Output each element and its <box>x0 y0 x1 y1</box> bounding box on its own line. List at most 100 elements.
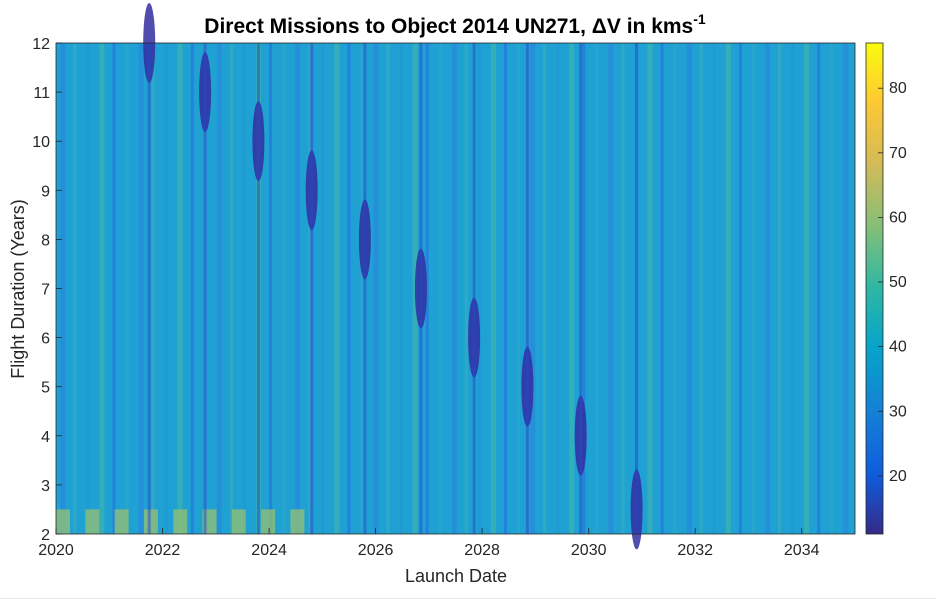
heatmap-band <box>569 43 575 534</box>
y-tick-label: 6 <box>41 331 50 348</box>
heatmap-band <box>347 43 351 534</box>
heatmap-band <box>556 43 560 534</box>
y-tick-label: 5 <box>41 380 50 397</box>
heatmap-high-region <box>231 509 246 534</box>
heatmap-band <box>660 43 664 534</box>
colorbar-tick-label: 30 <box>889 403 907 420</box>
heatmap-band <box>504 43 507 534</box>
heatmap-band <box>543 43 547 534</box>
heatmap-band <box>804 43 810 534</box>
heatmap-band <box>738 43 742 534</box>
heatmap-band <box>830 43 834 534</box>
heatmap-band <box>712 43 716 534</box>
y-tick-label: 4 <box>41 429 50 446</box>
heatmap-band <box>530 43 536 534</box>
x-tick-label: 2026 <box>358 542 394 559</box>
y-tick-label: 3 <box>41 478 50 495</box>
heatmap-band <box>360 43 364 534</box>
bottom-divider <box>0 598 936 599</box>
heatmap-band <box>490 43 496 534</box>
x-axis-label: Launch Date <box>405 566 507 586</box>
x-tick-label: 2030 <box>571 542 607 559</box>
heatmap-band <box>647 43 653 534</box>
heatmap-band <box>60 43 66 534</box>
heatmap-band <box>177 43 183 534</box>
colorbar-tick-label: 70 <box>889 145 907 162</box>
heatmap-band <box>778 43 781 534</box>
y-tick-label: 11 <box>33 85 50 102</box>
heatmap-band <box>464 43 468 534</box>
heatmap-band <box>595 43 599 534</box>
colorbar-tick-label: 50 <box>889 274 907 291</box>
heatmap-band <box>751 43 755 534</box>
heatmap-band <box>451 43 457 534</box>
y-tick-label: 2 <box>41 527 50 544</box>
heatmap-band <box>725 43 731 534</box>
y-tick-label: 12 <box>32 36 50 53</box>
colorbar-tick-label: 20 <box>889 468 907 485</box>
heatmap-valleys <box>143 3 643 550</box>
heatmap-band <box>582 43 586 534</box>
heatmap-band <box>125 43 129 534</box>
x-tick-label: 2022 <box>145 542 181 559</box>
y-tick-label: 10 <box>32 134 50 151</box>
heatmap-band <box>791 43 795 534</box>
heatmap-band <box>477 43 481 534</box>
chart-title-main: Direct Missions to Object 2014 UN271, ΔV… <box>204 15 693 38</box>
y-axis-label: Flight Duration (Years) <box>8 199 28 378</box>
heatmap-band <box>765 43 770 534</box>
colorbar: 20 30 40 50 60 70 80 <box>865 42 907 535</box>
heatmap-band <box>190 43 194 534</box>
heatmap-high-region <box>290 509 305 534</box>
chart-title: Direct Missions to Object 2014 UN271, ΔV… <box>204 11 706 38</box>
heatmap-high-region <box>143 509 158 534</box>
x-tick-label: 2024 <box>251 542 287 559</box>
heatmap-band <box>243 43 246 534</box>
heatmap-high-region <box>56 509 70 534</box>
y-tick-label: 9 <box>41 183 50 200</box>
heatmap-band <box>399 43 403 534</box>
y-tick-label: 8 <box>41 232 50 249</box>
heatmap-band <box>386 43 390 534</box>
colorbar-tick-label: 80 <box>889 80 907 97</box>
heatmap-band <box>608 43 614 534</box>
colorbar-tick-label: 60 <box>889 209 907 226</box>
heatmap-band <box>99 43 105 534</box>
heatmap-band <box>438 43 442 534</box>
heatmap-band <box>73 43 77 534</box>
heatmap-bands <box>56 43 849 534</box>
heatmap-band <box>308 43 312 534</box>
x-tick-label: 2020 <box>38 542 74 559</box>
heatmap-band <box>686 43 692 534</box>
heatmap-band <box>425 43 429 534</box>
heatmap-high-region <box>85 509 100 534</box>
heatmap-high-region <box>261 509 276 534</box>
heatmap-band <box>86 43 90 534</box>
heatmap-band <box>138 43 144 534</box>
x-tick-label: 2034 <box>784 542 820 559</box>
heatmap-band <box>843 43 849 534</box>
heatmap-band <box>334 43 340 534</box>
heatmap-high-region <box>173 509 188 534</box>
colorbar-gradient <box>865 42 884 535</box>
heatmap-band <box>373 43 379 534</box>
heatmap-band <box>321 43 325 534</box>
heatmap-band <box>295 43 301 534</box>
colorbar-ticks: 20 30 40 50 60 70 80 <box>878 80 907 485</box>
heatmap-band <box>817 43 821 534</box>
y-axis: 2 3 4 5 6 7 8 9 10 11 12 <box>32 36 62 544</box>
heatmap-band <box>151 43 155 534</box>
heatmap-band <box>112 43 116 534</box>
heatmap-band <box>621 43 625 534</box>
x-axis: 2020 2022 2024 2026 2028 2030 2032 2034 <box>38 528 820 559</box>
x-tick-label: 2032 <box>677 542 713 559</box>
heatmap-band <box>673 43 677 534</box>
colorbar-tick-label: 40 <box>889 339 907 356</box>
y-tick-label: 7 <box>41 282 50 299</box>
heatmap-band <box>269 43 273 534</box>
heatmap-plot-area <box>55 3 856 550</box>
heatmap-band <box>282 43 286 534</box>
x-tick-label: 2028 <box>464 542 500 559</box>
heatmap-band <box>164 43 168 534</box>
